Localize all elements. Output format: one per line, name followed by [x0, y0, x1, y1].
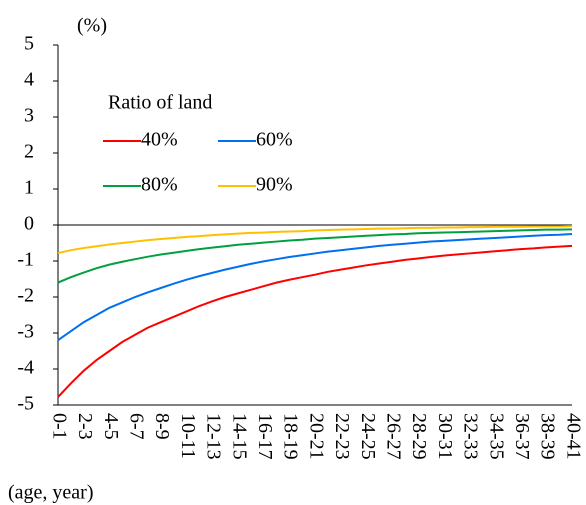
y-tick-label: -1 — [17, 249, 34, 271]
x-tick-label: 40-41 — [562, 413, 584, 460]
y-tick-label: -4 — [17, 357, 34, 379]
y-axis-label: (%) — [77, 15, 107, 37]
x-tick-label: 2-3 — [74, 413, 96, 440]
x-tick-label: 20-21 — [305, 413, 327, 460]
series-line — [57, 228, 573, 284]
legend-label: 80% — [141, 174, 178, 196]
x-tick-label: 6-7 — [126, 413, 148, 440]
x-tick-label: 4-5 — [100, 413, 122, 440]
y-tick-label: -5 — [17, 393, 34, 415]
legend-title: Ratio of land — [108, 92, 212, 114]
y-tick-label: 4 — [24, 69, 34, 91]
x-tick-label: 32-33 — [460, 413, 482, 460]
legend-label: 40% — [141, 129, 178, 151]
x-tick-label: 16-17 — [254, 413, 276, 460]
y-tick-label: 2 — [24, 141, 34, 163]
y-tick-label: 1 — [24, 177, 34, 199]
x-tick-label: 14-15 — [228, 413, 250, 460]
x-tick-label: 36-37 — [511, 413, 533, 460]
x-tick-label: 18-19 — [280, 413, 302, 460]
x-tick-label: 0-1 — [48, 413, 70, 440]
x-axis-label: (age, year) — [8, 482, 94, 504]
y-tick-label: -3 — [17, 321, 34, 343]
x-tick-label: 10-11 — [177, 413, 199, 459]
x-tick-label: 30-31 — [434, 413, 456, 460]
series-line — [57, 244, 573, 398]
legend-label: 60% — [256, 129, 293, 151]
x-tick-label: 28-29 — [408, 413, 430, 460]
x-tick-label: 22-23 — [331, 413, 353, 460]
y-tick-label: 0 — [24, 213, 34, 235]
y-tick-label: 3 — [24, 105, 34, 127]
x-tick-label: 8-9 — [151, 413, 173, 440]
series-line — [57, 233, 573, 342]
x-tick-label: 24-25 — [357, 413, 379, 460]
y-tick-label: 5 — [24, 33, 34, 55]
y-tick-label: -2 — [17, 285, 34, 307]
x-tick-label: 34-35 — [485, 413, 507, 460]
x-tick-label: 26-27 — [383, 413, 405, 460]
x-tick-label: 12-13 — [203, 413, 225, 460]
x-tick-label: 38-39 — [537, 413, 559, 460]
legend-label: 90% — [256, 174, 293, 196]
series-line — [57, 225, 573, 255]
